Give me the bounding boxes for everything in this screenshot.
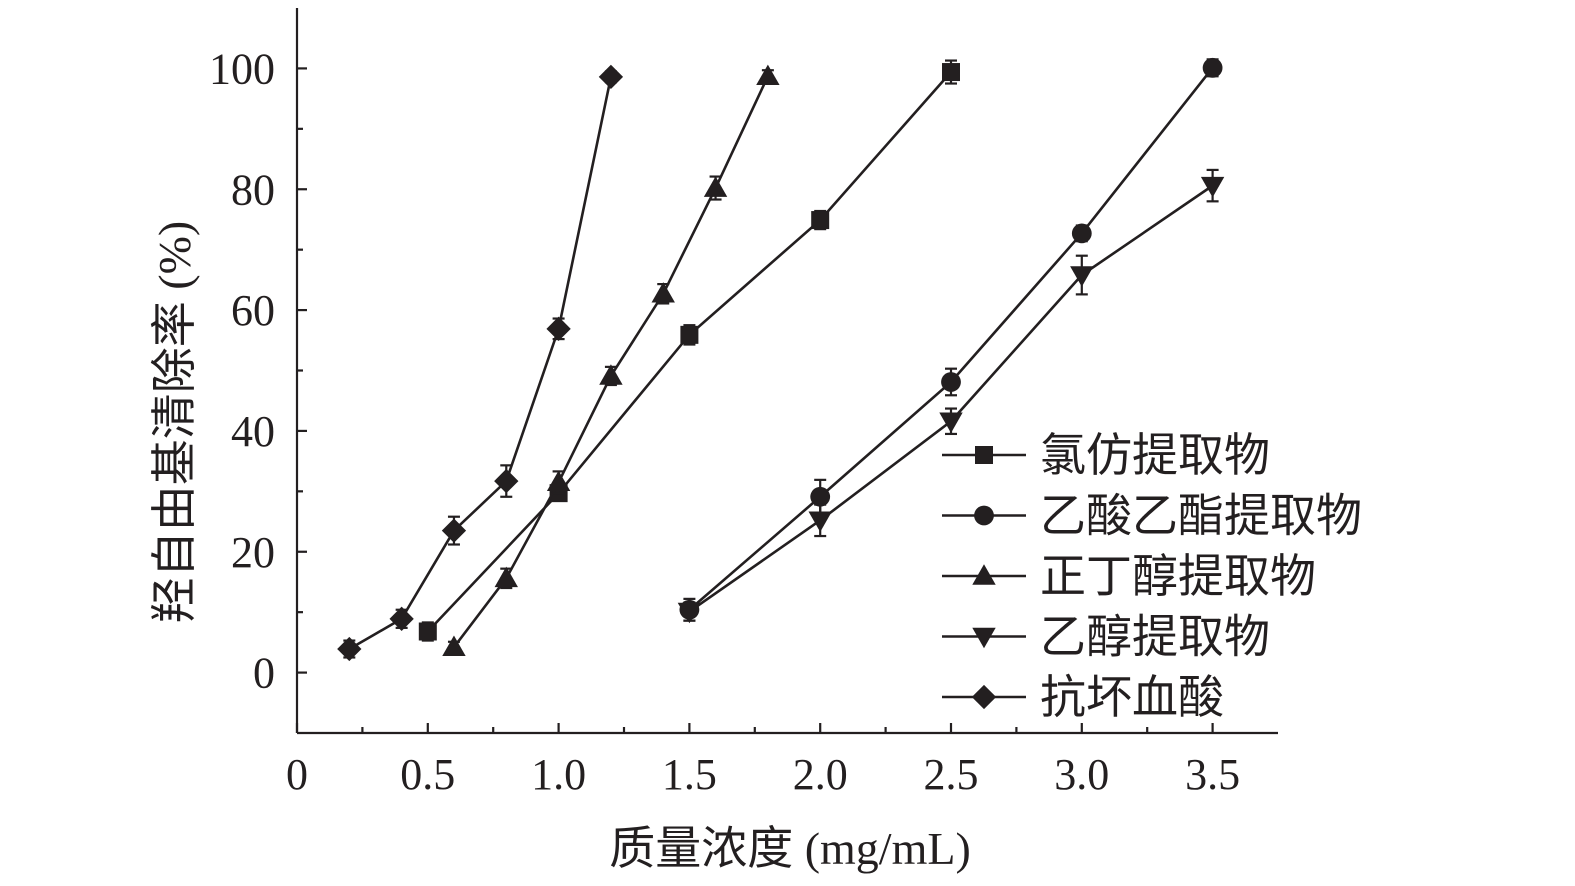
series-line (452, 75, 770, 648)
data-point (389, 606, 414, 631)
data-point (442, 635, 466, 656)
x-tick-label: 0.5 (400, 750, 455, 799)
legend-marker (971, 684, 997, 710)
data-point (810, 486, 831, 507)
data-point (942, 63, 960, 82)
data-point (441, 518, 467, 543)
legend-item: 乙酸乙酯提取物 (942, 489, 1362, 543)
y-tick-label: 0 (253, 649, 275, 698)
x-tick-label: 1.5 (662, 750, 717, 799)
legend-label: 氯仿提取物 (1040, 428, 1270, 482)
data-point (808, 511, 832, 533)
x-tick-label: 1.0 (531, 750, 586, 799)
legend-marker (974, 505, 994, 526)
series-line (426, 71, 952, 633)
y-tick-label: 60 (231, 286, 275, 335)
y-tick-label: 80 (231, 165, 275, 214)
x-tick-label: 2.0 (793, 750, 848, 799)
legend-item: 氯仿提取物 (942, 428, 1270, 482)
data-point (1202, 57, 1223, 78)
data-point (599, 364, 623, 385)
data-point (1070, 266, 1094, 287)
x-tick-label: 3.5 (1185, 750, 1240, 799)
x-tick-label: 3.0 (1054, 750, 1109, 799)
series-square (418, 59, 960, 642)
legend-item: 正丁醇提取物 (942, 549, 1316, 603)
y-tick-label: 40 (231, 407, 275, 456)
data-point (811, 211, 830, 230)
series-diamond (337, 64, 624, 662)
y-tick-label: 100 (209, 44, 275, 93)
data-point (941, 372, 961, 392)
legend-label: 乙酸乙酯提取物 (1040, 489, 1362, 543)
data-point (546, 316, 571, 341)
x-axis-title: 质量浓度 (mg/mL) (609, 823, 971, 874)
data-point (756, 64, 780, 86)
plot-area (337, 57, 1225, 662)
data-point (1200, 176, 1225, 198)
series-line (348, 76, 613, 651)
legend-marker (972, 627, 996, 649)
data-point (939, 412, 963, 433)
data-point (418, 622, 437, 641)
data-point (703, 176, 728, 197)
y-tick-label: 20 (231, 528, 275, 577)
data-point (1071, 223, 1092, 244)
series-triangle-down (677, 168, 1225, 624)
legend-label: 抗坏血酸 (1040, 670, 1224, 724)
axes: 0 0.5 1.0 1.5 2.0 2.5 3.0 3.5 0 20 40 60 80 100 (209, 8, 1278, 799)
y-axis-title: 羟自由基清除率 (%) (149, 221, 200, 623)
x-tick-label: 2.5 (924, 750, 979, 799)
legend-label: 乙醇提取物 (1040, 610, 1270, 664)
legend-marker (972, 564, 996, 585)
data-point (651, 282, 675, 303)
data-point (494, 468, 519, 494)
data-point (680, 325, 699, 344)
data-point (337, 636, 362, 662)
data-point (494, 566, 518, 588)
data-point (546, 470, 571, 492)
series-triangle-up (442, 64, 780, 656)
x-tick-label: 0 (286, 750, 308, 799)
legend-item: 乙醇提取物 (942, 610, 1270, 664)
legend-item: 抗坏血酸 (942, 670, 1224, 724)
legend-marker (975, 446, 993, 464)
legend-label: 正丁醇提取物 (1040, 549, 1316, 603)
data-point (677, 602, 702, 624)
data-point (598, 64, 624, 90)
series-line (688, 184, 1214, 613)
